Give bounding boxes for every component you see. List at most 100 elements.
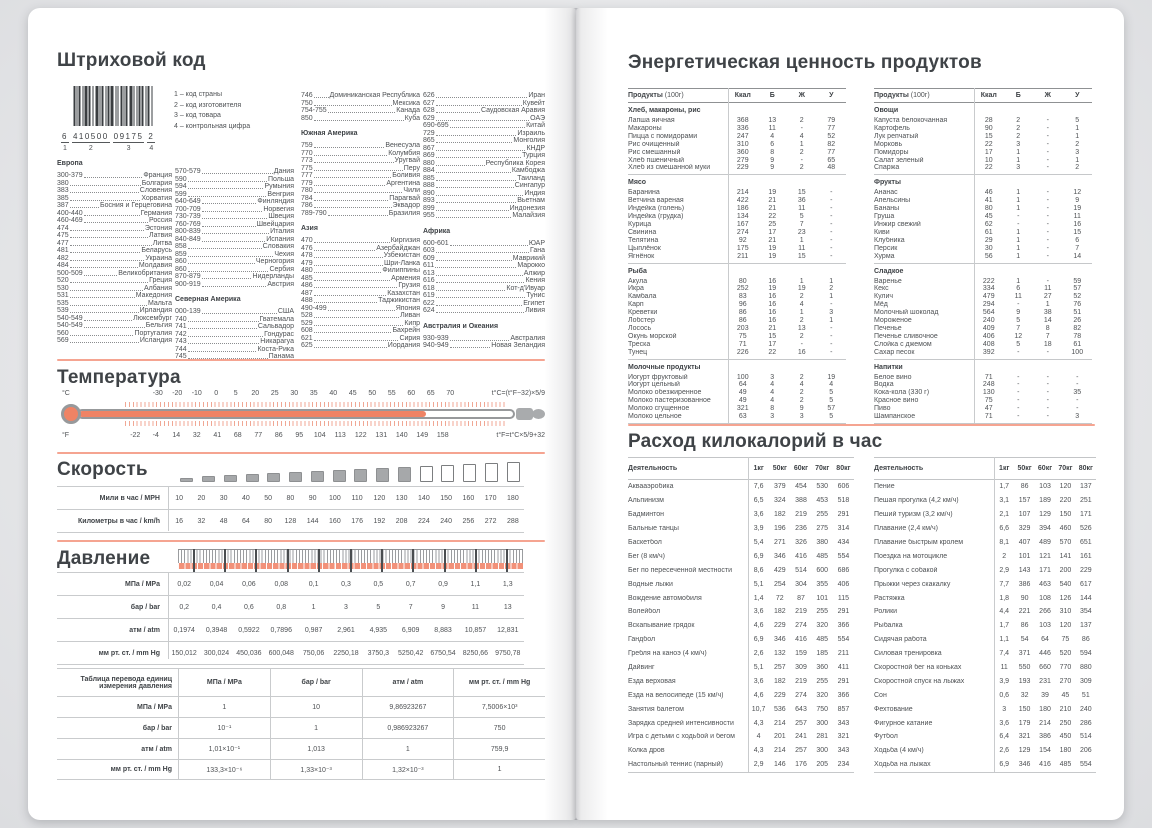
country-name: Доминиканская Республика xyxy=(329,92,420,99)
energy-row: Инжир свежий 62- -16 xyxy=(874,221,1092,229)
product-values: 321 8 9 57 xyxy=(728,405,846,413)
calorie-row: Гребля на каноэ (4 км/ч) 2,6 132 159 185 211 xyxy=(628,647,854,661)
country-name: Беларусь xyxy=(141,247,172,254)
speed-bar-cell xyxy=(241,474,263,482)
energy-row: Персик 30 1-7 xyxy=(874,245,1092,253)
value: - xyxy=(1017,348,1020,356)
value: 6,9 xyxy=(999,761,1010,769)
product-values: 310 6 1 82 xyxy=(728,141,846,149)
value: 103 xyxy=(1039,483,1051,491)
speed-bar xyxy=(267,473,281,482)
col-header: 60кг xyxy=(1037,465,1053,472)
dotted-leader xyxy=(201,218,268,219)
ruler-major-tick xyxy=(224,549,227,572)
value: 336 xyxy=(736,124,749,132)
value: 229 xyxy=(1079,566,1092,574)
country-code: 520 xyxy=(57,277,69,284)
energy-section-header: Молочные продукты xyxy=(628,363,701,371)
activity-name: Силовая тренировка xyxy=(874,650,942,658)
speed-bar-cell xyxy=(176,477,198,482)
energy-row: Молочный шоколад 564 9 38 51 xyxy=(874,309,1092,317)
value: - xyxy=(830,205,833,213)
speed-bar xyxy=(289,472,303,482)
country-name: Таджикистан xyxy=(378,297,420,304)
energy-row: Лобстер 86 16 2 1 xyxy=(628,317,846,325)
calories-table-header: Деятельность 1кг 50кг 60кг 70кг 80кг xyxy=(874,457,1096,480)
country-name: Никарагуа xyxy=(260,338,294,345)
country-code-entry: 885 Таиланд xyxy=(423,175,545,183)
country-code: 560 xyxy=(57,329,69,337)
energy-row: Сахар песок 392- -100 xyxy=(874,349,1092,357)
value: 14 xyxy=(1073,252,1082,260)
value: 0,04 xyxy=(209,580,224,588)
conv-cell: 0,986923267 xyxy=(361,717,454,738)
speed-bar-cell xyxy=(437,464,459,482)
value: 90 xyxy=(308,494,317,502)
activity-name: Волейбол xyxy=(628,608,661,616)
product-values: 409 7 8 82 xyxy=(974,325,1092,333)
conv-cell: 1,01×10⁻¹ xyxy=(178,738,270,759)
value: 9 xyxy=(770,164,775,172)
dotted-leader xyxy=(69,282,149,283)
conv-cell: 133,3×10⁻⁶ xyxy=(178,759,270,780)
country-code: 481 xyxy=(57,247,69,254)
value: 82 xyxy=(827,140,836,148)
value: 87 xyxy=(797,594,805,602)
country-name: Армения xyxy=(391,274,420,282)
country-name: Бельгия xyxy=(145,322,172,329)
country-name: Израиль xyxy=(517,129,545,137)
col-header: 80кг xyxy=(836,465,851,472)
country-code: 746 xyxy=(301,92,313,99)
barcode-digits-text: 6 xyxy=(61,132,69,143)
country-code-block: Африка 600-601 ЮАР 603 Гана 609 Маврикий 611 Мар… xyxy=(423,228,545,315)
dotted-leader xyxy=(435,282,525,283)
country-code: 858 xyxy=(175,243,187,250)
country-code-entry: 622 Египет xyxy=(423,300,545,308)
activity-name: Рыбалка xyxy=(874,622,903,630)
value: 0,02 xyxy=(177,580,191,588)
country-code-entry: 741 Сальвадор xyxy=(175,323,294,331)
dotted-leader xyxy=(313,199,389,201)
country-code: 621 xyxy=(301,334,313,342)
country-name: Парагвай xyxy=(389,194,420,202)
dotted-leader xyxy=(313,184,386,186)
value: 570 xyxy=(1059,539,1072,546)
value: 180 xyxy=(1059,747,1072,755)
value: 7,6 xyxy=(753,483,764,491)
value: 407 xyxy=(1018,539,1031,546)
value: 0,5 xyxy=(373,580,384,588)
dotted-leader xyxy=(313,242,390,243)
calorie-row: Сон 0,6 32 39 45 51 xyxy=(874,688,1096,702)
energy-row: Пицца с помидорами 247 4 4 52 xyxy=(628,133,846,141)
calorie-row: Езда верховая 3,6 182 219 255 291 xyxy=(628,674,854,688)
country-code: 539 xyxy=(57,307,69,314)
country-code-entry: 759 Венесуэла xyxy=(301,142,420,150)
product-values: 30 1-7 xyxy=(974,245,1092,253)
value: 3750,3 xyxy=(367,649,390,657)
dotted-leader xyxy=(187,180,267,182)
value: 39 xyxy=(1041,691,1049,699)
activity-name: Игра с детьми с ходьбой и бегом xyxy=(628,733,735,741)
country-name: Португалия xyxy=(134,329,172,337)
country-code-entry: 474 Эстония xyxy=(57,225,172,233)
fahrenheit-tick-label: 41 xyxy=(213,432,222,439)
product-values: 80 1-19 xyxy=(974,205,1092,213)
value: 9 xyxy=(1016,309,1021,317)
value: 51 xyxy=(1073,309,1082,317)
activity-name: Ходьба на лыжах xyxy=(874,761,931,769)
value: 154 xyxy=(1039,747,1051,755)
value: 250 xyxy=(1059,719,1072,727)
country-code-block: Европа 300-379 Франция 380 Болгария 383 Словен… xyxy=(57,160,172,345)
calorie-row: Занятия балетом 10,7 536 643 750 857 xyxy=(628,702,854,716)
value: - xyxy=(1017,413,1020,421)
value: 2 xyxy=(799,293,804,301)
country-name: Франция xyxy=(143,172,172,179)
value: 1 xyxy=(311,603,316,611)
calorie-row: Фехтование 3 150 180 210 240 xyxy=(874,702,1096,716)
energy-section: Рыба Акула 80 16 1 1 Икра 252 19 19 2 Камбала 83 16 2 1… xyxy=(628,262,846,359)
energy-row: Салат зеленый 10 1-1 xyxy=(874,157,1092,165)
product-values: 71- - - xyxy=(974,374,1092,382)
calorie-row: Настольный теннис (парный) 2,9 146 176 205 23… xyxy=(628,758,854,772)
country-code: 616 xyxy=(423,277,435,284)
value: 222 xyxy=(982,277,995,285)
